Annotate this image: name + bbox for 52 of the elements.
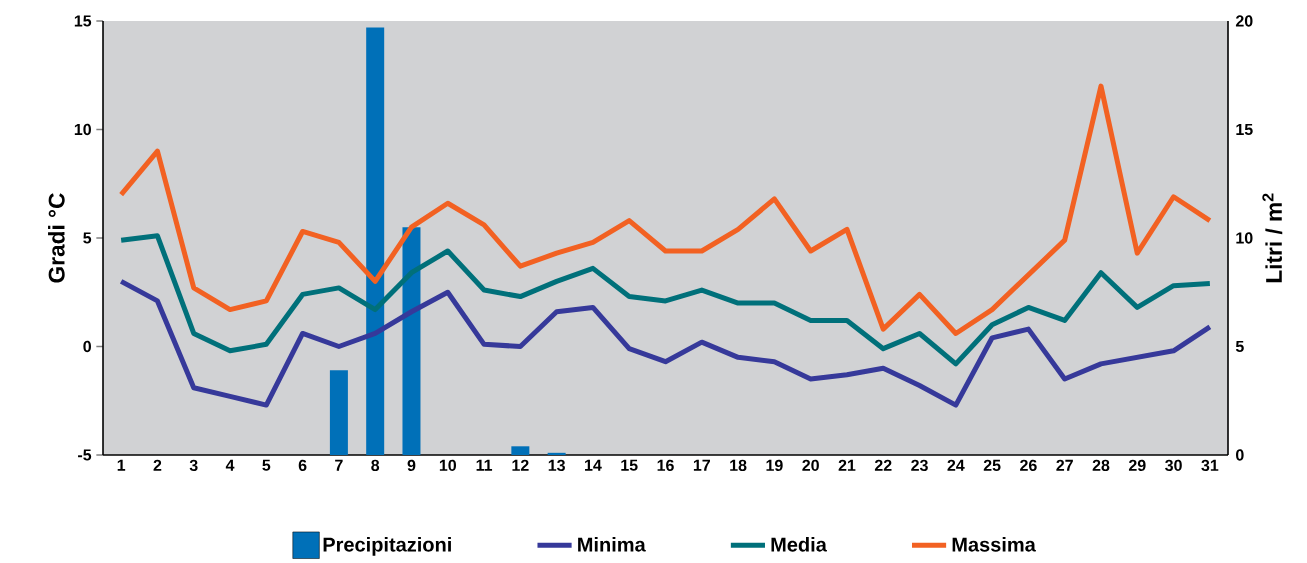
bar <box>402 227 421 455</box>
x-tick-label: 25 <box>983 459 1001 472</box>
x-tick-label: 16 <box>657 459 674 472</box>
legend-label: Precipitazioni <box>323 537 451 556</box>
x-tick-label: 28 <box>1092 459 1110 472</box>
x-tick-label: 29 <box>1128 459 1146 472</box>
y-tick-label: 0 <box>83 340 91 353</box>
x-tick-label: 20 <box>802 459 819 472</box>
x-tick-label: 15 <box>621 459 638 471</box>
y-tick-label: -5 <box>78 449 92 461</box>
x-tick-label: 19 <box>766 459 783 472</box>
bar <box>329 370 348 455</box>
y2-tick-label: 10 <box>1236 232 1253 244</box>
x-tick-label: 6 <box>298 459 307 472</box>
x-tick-label: 30 <box>1165 459 1182 472</box>
x-tick-label: 26 <box>1020 459 1037 472</box>
y2-tick-label: 0 <box>1236 449 1244 461</box>
x-tick-label: 12 <box>512 459 529 471</box>
x-tick-label: 17 <box>693 459 710 471</box>
x-tick-label: 4 <box>225 459 235 471</box>
y-tick-label: 15 <box>74 15 92 27</box>
legend-label: Media <box>771 537 827 552</box>
y-tick-label: 10 <box>74 123 91 136</box>
legend-label: Massima <box>952 537 1036 552</box>
x-tick-label: 13 <box>548 459 565 472</box>
x-tick-label: 21 <box>838 459 856 471</box>
bar <box>547 452 566 455</box>
x-tick-label: 24 <box>947 459 965 471</box>
x-tick-label: 2 <box>153 459 162 471</box>
bar <box>511 446 530 455</box>
x-tick-label: 31 <box>1201 459 1219 472</box>
y2-axis-title: Litri / m$^{2}$ <box>1262 193 1283 283</box>
x-tick-label: 14 <box>585 459 602 471</box>
y2-tick-label: 20 <box>1235 15 1253 27</box>
y-tick-label: 5 <box>83 232 92 244</box>
y2-tick-label: 15 <box>1236 123 1253 136</box>
bar <box>366 27 385 455</box>
y-axis-title: Gradi °C <box>48 193 65 283</box>
x-tick-label: 9 <box>407 459 416 472</box>
x-tick-label: 22 <box>874 459 892 471</box>
x-tick-label: 10 <box>439 459 456 472</box>
legend-label: Minima <box>578 537 646 552</box>
y2-tick-label: 5 <box>1235 340 1244 353</box>
x-tick-label: 23 <box>911 459 928 472</box>
x-tick-label: 18 <box>730 459 747 472</box>
x-tick-label: 11 <box>476 459 493 471</box>
x-tick-label: 7 <box>335 459 343 471</box>
x-tick-label: 8 <box>371 459 380 472</box>
x-tick-label: 1 <box>117 459 126 471</box>
x-tick-label: 5 <box>262 459 271 471</box>
x-tick-label: 3 <box>189 459 198 472</box>
x-tick-label: 27 <box>1056 459 1073 471</box>
